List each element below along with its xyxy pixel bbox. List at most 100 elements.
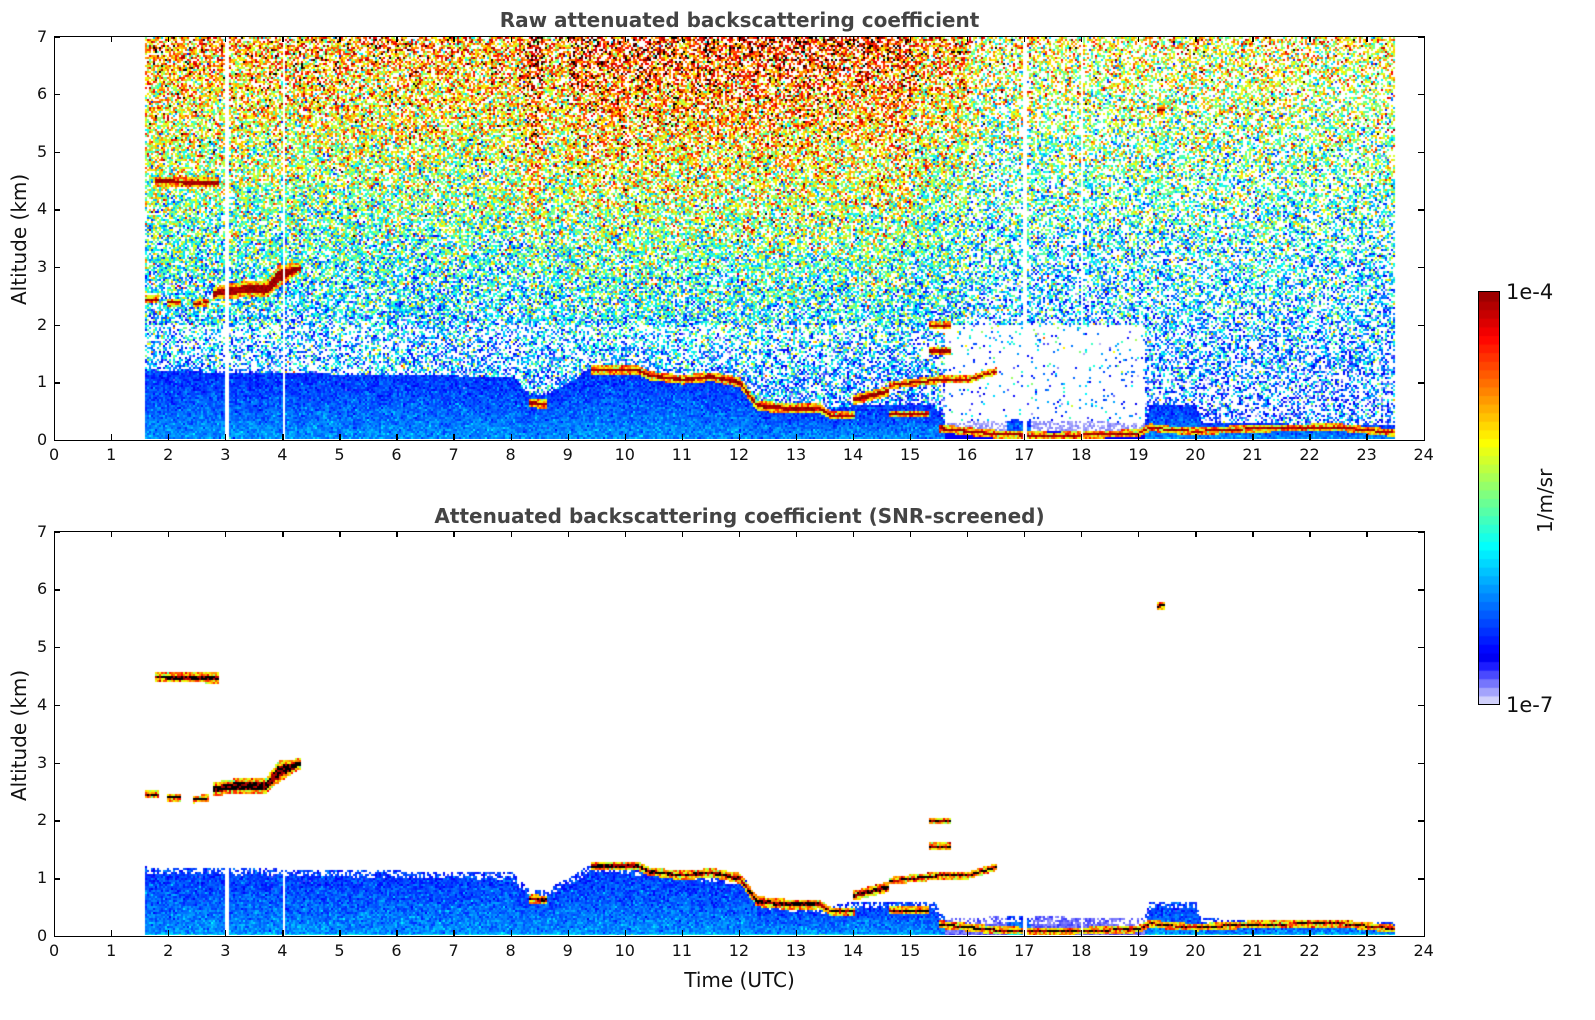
x-tick-mark <box>168 930 170 936</box>
x-tick-mark <box>1309 531 1311 537</box>
x-tick-mark <box>111 434 113 440</box>
x-tick-mark <box>453 434 455 440</box>
x-tick-label: 13 <box>785 445 807 464</box>
screened-backscatter-plot <box>54 531 1425 937</box>
x-tick-mark <box>738 531 741 537</box>
x-tick-mark <box>168 531 170 537</box>
x-tick-mark <box>1081 930 1083 936</box>
y-tick-label: 2 <box>37 314 48 334</box>
x-tick-mark <box>681 531 683 537</box>
x-tick-mark <box>282 36 284 42</box>
x-tick-label: 4 <box>277 445 288 464</box>
y-tick-mark <box>1418 762 1424 764</box>
x-tick-mark <box>795 36 798 42</box>
x-tick-mark <box>681 36 683 42</box>
x-tick-mark <box>1024 36 1026 42</box>
y-tick-label: 5 <box>37 141 48 161</box>
x-tick-mark <box>54 434 56 440</box>
x-tick-mark <box>1195 36 1197 42</box>
x-tick-label: 3 <box>220 445 231 464</box>
x-tick-label: 8 <box>505 941 516 960</box>
x-tick-mark <box>168 36 170 42</box>
x-tick-mark <box>852 531 855 537</box>
x-tick-label: 11 <box>671 445 693 464</box>
x-tick-label: 20 <box>1185 445 1206 464</box>
x-tick-mark <box>624 36 626 42</box>
x-tick-label: 8 <box>505 445 516 464</box>
y-tick-mark <box>54 151 60 154</box>
x-tick-mark <box>1138 531 1140 537</box>
x-tick-label: 23 <box>1356 941 1377 960</box>
x-tick-mark <box>339 531 341 537</box>
x-tick-mark <box>111 36 113 42</box>
x-tick-mark <box>111 531 113 537</box>
y-tick-mark <box>1418 440 1424 442</box>
x-tick-label: 11 <box>671 941 693 960</box>
y-tick-label: 0 <box>37 430 48 449</box>
y-tick-mark <box>54 267 60 269</box>
x-tick-mark <box>738 36 741 42</box>
x-tick-mark <box>967 36 969 42</box>
x-tick-mark <box>967 531 969 537</box>
y-tick-mark <box>1418 878 1424 880</box>
y-tick-mark <box>54 531 60 533</box>
y-tick-label: 6 <box>37 579 48 599</box>
x-tick-mark <box>1423 36 1425 42</box>
x-tick-label: 23 <box>1356 445 1377 464</box>
y-tick-mark <box>1418 704 1424 707</box>
y-tick-label: 3 <box>37 257 48 277</box>
x-tick-mark <box>1366 531 1368 537</box>
colorbar-unit-label: 1/m/sr <box>1533 468 1557 533</box>
x-tick-mark <box>1024 531 1026 537</box>
y-tick-mark <box>1418 820 1424 822</box>
x-tick-mark <box>567 531 569 537</box>
x-tick-label: 22 <box>1299 445 1320 464</box>
y-tick-label: 4 <box>37 694 48 714</box>
y-tick-mark <box>54 440 60 442</box>
x-tick-mark <box>967 930 969 936</box>
y-tick-mark <box>1418 936 1424 938</box>
x-tick-label: 22 <box>1299 941 1320 960</box>
x-tick-mark <box>624 930 626 936</box>
x-tick-label: 1 <box>106 445 117 464</box>
x-tick-label: 4 <box>277 941 288 960</box>
x-tick-label: 21 <box>1242 445 1263 464</box>
x-tick-mark <box>795 930 798 936</box>
x-tick-label: 5 <box>334 445 345 464</box>
x-tick-label: 20 <box>1185 941 1206 960</box>
x-tick-mark <box>1195 434 1197 440</box>
x-tick-label: 2 <box>163 941 174 960</box>
x-tick-mark <box>1081 36 1083 42</box>
x-tick-mark <box>624 531 626 537</box>
x-tick-mark <box>396 531 398 537</box>
x-tick-label: 17 <box>1014 445 1035 464</box>
x-tick-mark <box>852 434 855 440</box>
y-tick-mark <box>54 36 60 38</box>
x-tick-mark <box>795 531 798 537</box>
raw-backscatter-heatmap <box>55 37 1423 439</box>
x-tick-mark <box>339 36 341 42</box>
x-tick-mark <box>1138 930 1140 936</box>
y-tick-label: 5 <box>37 637 48 657</box>
y-tick-mark <box>1418 267 1424 269</box>
x-tick-label: 14 <box>842 445 864 464</box>
x-axis-label: Time (UTC) <box>684 968 795 992</box>
x-tick-mark <box>1366 930 1368 936</box>
x-tick-mark <box>54 531 56 537</box>
x-tick-mark <box>681 434 683 440</box>
x-tick-label: 15 <box>899 941 921 960</box>
x-tick-mark <box>396 36 398 42</box>
x-tick-mark <box>225 36 227 42</box>
colorbar-min-label: 1e-7 <box>1506 693 1554 717</box>
x-tick-mark <box>1252 434 1254 440</box>
x-tick-label: 14 <box>842 941 864 960</box>
x-tick-mark <box>1081 434 1083 440</box>
y-tick-mark <box>54 209 60 211</box>
y-tick-label: 6 <box>37 84 48 104</box>
y-tick-label: 7 <box>37 521 48 541</box>
x-tick-mark <box>852 930 855 936</box>
x-tick-label: 2 <box>163 445 174 464</box>
y-tick-label: 2 <box>37 810 48 830</box>
y-tick-mark <box>1418 382 1424 384</box>
x-tick-mark <box>1423 531 1425 537</box>
